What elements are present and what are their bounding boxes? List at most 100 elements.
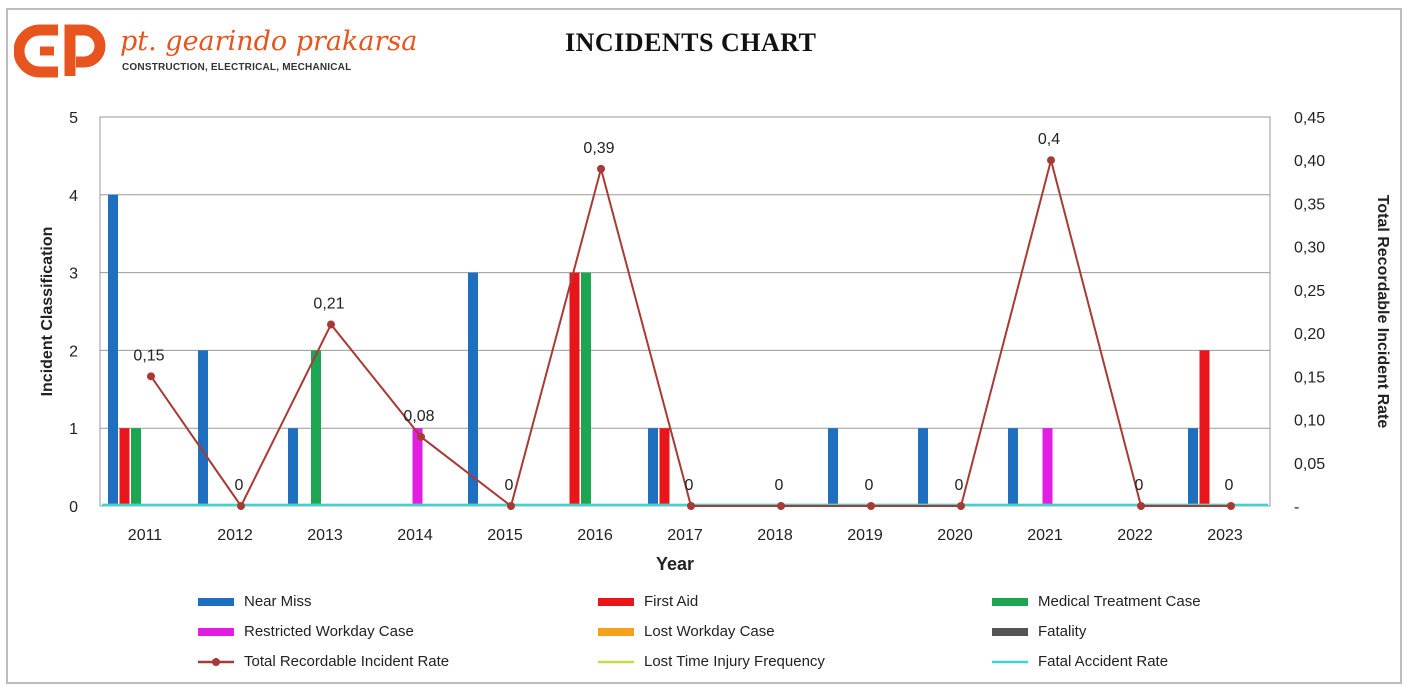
bar-medical-treatment-case [131,428,141,506]
trir-data-label: 0 [685,477,694,494]
trir-point [957,502,965,510]
x-tick-label: 2012 [217,527,253,544]
y-tick-label: 5 [69,110,78,127]
y-tick-label: 2 [69,343,78,360]
trir-data-label: 0 [1135,477,1144,494]
legend-label: Lost Time Injury Frequency [644,653,825,670]
y2-tick-label: 0,20 [1294,326,1325,343]
trir-point [1047,156,1055,165]
x-tick-label: 2014 [397,527,433,544]
chart-title: INCIDENTS CHART [565,28,817,57]
bar-first-aid [1199,350,1210,506]
legend-label: Fatal Accident Rate [1038,653,1169,670]
bar-restricted-workday-case [412,428,423,506]
company-tagline: CONSTRUCTION, ELECTRICAL, MECHANICAL [122,62,352,73]
company-name: pt. gearindo prakarsa [120,26,418,57]
bar-near-miss [1008,428,1018,506]
y2-tick-label: 0,35 [1294,196,1325,213]
trir-point [327,320,335,329]
chart-frame [6,8,1402,684]
y-tick-label: 4 [69,188,78,205]
x-axis-title: Year [656,554,694,574]
bar-near-miss [198,350,208,506]
bar-near-miss [648,428,658,506]
x-tick-label: 2020 [937,527,973,544]
bar-first-aid [659,428,670,506]
bar-near-miss [108,194,118,507]
y2-tick-label: 0,10 [1294,413,1325,430]
legend-swatch [198,628,234,636]
y2-tick-label: 0,05 [1294,456,1325,473]
bar-medical-treatment-case [311,350,321,506]
x-tick-label: 2011 [128,527,163,544]
bar-near-miss [828,428,838,506]
trir-data-label: 0 [505,477,514,494]
y2-tick-label: 0,15 [1294,369,1325,386]
legend-swatch [198,658,234,666]
bar-near-miss [918,428,928,506]
gp-monogram-logo-icon [14,24,106,78]
legend-label: Medical Treatment Case [1038,593,1201,610]
bar-medical-treatment-case [581,272,591,506]
x-tick-label: 2017 [667,527,703,544]
x-tick-label: 2016 [577,527,613,544]
bar-first-aid [119,428,130,506]
trir-point [507,502,515,510]
trir-point [237,502,245,510]
trir-data-label: 0,15 [133,347,164,364]
trir-data-label: 0,21 [313,295,344,312]
legend-swatch [598,628,634,636]
bar-near-miss [288,428,298,506]
bar-restricted-workday-case [1042,428,1053,506]
trir-point [777,502,785,510]
legend-swatch [992,660,1028,664]
legend-label: First Aid [644,593,699,610]
x-tick-label: 2021 [1027,527,1063,544]
bar-near-miss [468,272,478,506]
bar-first-aid [569,272,580,506]
y2-tick-label: 0,25 [1294,283,1325,300]
legend-swatch [598,660,634,664]
trir-data-label: 0 [865,477,874,494]
y2-tick-label: - [1294,499,1299,516]
y2-tick-label: 0,45 [1294,110,1325,127]
trir-data-label: 0 [775,477,784,494]
company-logo: pt. gearindo prakarsa CONSTRUCTION, ELEC… [14,22,434,82]
trir-point [417,432,425,441]
x-tick-label: 2019 [847,527,883,544]
legend-swatch [598,598,634,606]
y2-tick-label: 0,40 [1294,153,1325,170]
x-tick-label: 2022 [1117,527,1153,544]
trir-point [597,164,605,173]
x-tick-label: 2018 [757,527,793,544]
trir-data-label: 0 [955,477,964,494]
legend-swatch [992,598,1028,606]
x-tick-label: 2023 [1207,527,1243,544]
y-axis-title: Incident Classification [39,227,56,397]
legend-label: Lost Workday Case [644,623,775,640]
legend-label: Total Recordable Incident Rate [244,653,450,670]
trir-point [147,372,155,381]
legend-label: Restricted Workday Case [244,623,414,640]
bar-near-miss [1188,428,1198,506]
y-tick-label: 1 [69,421,78,438]
legend-swatch [992,628,1028,636]
y-tick-label: 3 [69,266,78,283]
legend-swatch [198,598,234,606]
trir-data-label: 0,4 [1038,131,1060,148]
trir-point [1137,502,1145,510]
legend-label: Fatality [1038,623,1087,640]
trir-point [1227,502,1235,510]
plot-area-border [99,116,1271,507]
x-tick-label: 2015 [487,527,523,544]
trir-point [687,502,695,510]
trir-data-label: 0 [1225,477,1234,494]
y2-axis-title: Total Recordable Incident Rate [1374,195,1391,429]
legend-label: Near Miss [244,593,312,610]
y2-tick-label: 0,30 [1294,240,1325,257]
trir-data-label: 0,08 [403,408,434,425]
x-tick-label: 2013 [307,527,343,544]
y-tick-label: 0 [69,499,78,516]
